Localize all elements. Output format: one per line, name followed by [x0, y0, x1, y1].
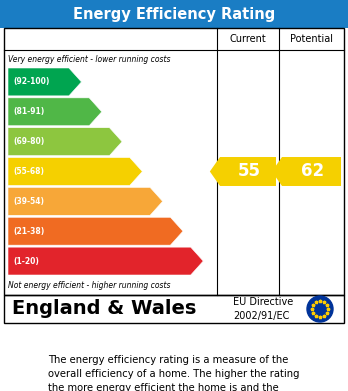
Text: Energy Efficiency Rating: Energy Efficiency Rating [73, 7, 275, 22]
Text: (81-91): (81-91) [13, 107, 44, 116]
Text: G: G [204, 254, 216, 268]
Text: EU Directive
2002/91/EC: EU Directive 2002/91/EC [233, 298, 293, 321]
Text: A: A [82, 75, 93, 89]
Polygon shape [8, 98, 102, 126]
Text: 62: 62 [301, 163, 325, 181]
Text: F: F [184, 224, 193, 238]
Text: (69-80): (69-80) [13, 137, 44, 146]
Text: England & Wales: England & Wales [12, 300, 196, 319]
Bar [4, 28, 344, 295]
Polygon shape [8, 68, 81, 96]
Text: (21-38): (21-38) [13, 227, 44, 236]
Polygon shape [8, 187, 163, 215]
Polygon shape [8, 217, 183, 245]
Bar [4, 28, 344, 295]
Text: B: B [103, 105, 113, 119]
Polygon shape [8, 158, 142, 185]
Text: Current: Current [230, 34, 266, 44]
Bar [0, 0, 348, 28]
Text: Not energy efficient - higher running costs: Not energy efficient - higher running co… [8, 282, 171, 291]
Text: C: C [123, 135, 133, 149]
Text: The energy efficiency rating is a measure of the
overall efficiency of a home. T: The energy efficiency rating is a measur… [48, 355, 300, 391]
Text: (1-20): (1-20) [13, 256, 39, 265]
Polygon shape [210, 157, 276, 186]
Polygon shape [8, 128, 122, 156]
Text: D: D [143, 165, 155, 179]
Circle shape [307, 296, 333, 322]
Text: 55: 55 [238, 163, 261, 181]
Bar [4, 295, 344, 323]
Text: (55-68): (55-68) [13, 167, 44, 176]
Polygon shape [272, 157, 341, 186]
Text: (39-54): (39-54) [13, 197, 44, 206]
Text: E: E [164, 194, 173, 208]
Text: (92-100): (92-100) [13, 77, 49, 86]
Polygon shape [8, 247, 203, 275]
Bar [4, 295, 344, 323]
Text: Very energy efficient - lower running costs: Very energy efficient - lower running co… [8, 54, 171, 63]
Text: Potential: Potential [290, 34, 333, 44]
